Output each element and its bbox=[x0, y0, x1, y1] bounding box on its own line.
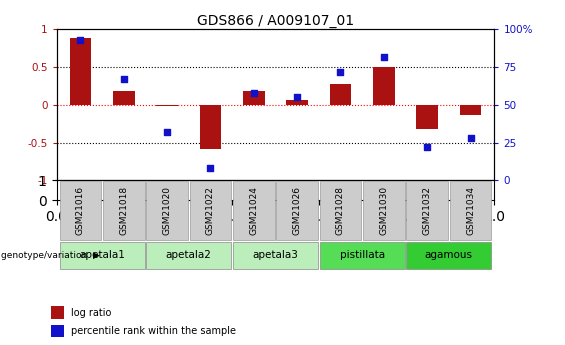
Bar bbox=[276, 181, 318, 240]
Text: apetala2: apetala2 bbox=[166, 250, 212, 260]
Point bbox=[293, 95, 302, 100]
Bar bbox=[69, 38, 91, 105]
Point bbox=[163, 129, 172, 135]
Bar bbox=[146, 242, 231, 269]
Text: GSM21026: GSM21026 bbox=[293, 186, 302, 235]
Text: GSM21022: GSM21022 bbox=[206, 186, 215, 235]
Bar bbox=[233, 181, 275, 240]
Point bbox=[249, 90, 258, 96]
Bar bbox=[243, 91, 264, 105]
Bar bbox=[113, 91, 134, 105]
Bar bbox=[199, 105, 221, 149]
Bar bbox=[460, 105, 481, 115]
Text: pistillata: pistillata bbox=[340, 250, 385, 260]
Bar bbox=[320, 242, 405, 269]
Bar bbox=[416, 105, 438, 129]
Point bbox=[466, 135, 475, 141]
Text: GSM21020: GSM21020 bbox=[163, 186, 172, 235]
Bar bbox=[233, 242, 318, 269]
Bar bbox=[320, 181, 361, 240]
Bar bbox=[373, 67, 395, 105]
Text: GSM21030: GSM21030 bbox=[379, 186, 388, 235]
Point bbox=[379, 54, 388, 59]
Text: GSM21016: GSM21016 bbox=[76, 186, 85, 235]
Text: apetala3: apetala3 bbox=[253, 250, 298, 260]
Point bbox=[76, 37, 85, 43]
Bar bbox=[190, 181, 231, 240]
Bar bbox=[59, 181, 101, 240]
Bar bbox=[363, 181, 405, 240]
Text: GSM21024: GSM21024 bbox=[249, 186, 258, 235]
Text: GSM21032: GSM21032 bbox=[423, 186, 432, 235]
Text: log ratio: log ratio bbox=[71, 308, 111, 317]
Bar bbox=[406, 242, 492, 269]
Point bbox=[119, 77, 128, 82]
Bar bbox=[286, 100, 308, 105]
Text: GSM21018: GSM21018 bbox=[119, 186, 128, 235]
Bar bbox=[146, 181, 188, 240]
Text: percentile rank within the sample: percentile rank within the sample bbox=[71, 326, 236, 336]
Text: apetala1: apetala1 bbox=[79, 250, 125, 260]
Title: GDS866 / A009107_01: GDS866 / A009107_01 bbox=[197, 14, 354, 28]
Text: GSM21034: GSM21034 bbox=[466, 186, 475, 235]
Text: genotype/variation  ▶: genotype/variation ▶ bbox=[1, 251, 99, 260]
Point bbox=[336, 69, 345, 75]
Point bbox=[206, 166, 215, 171]
Bar bbox=[450, 181, 492, 240]
Text: GSM21028: GSM21028 bbox=[336, 186, 345, 235]
Bar bbox=[59, 242, 145, 269]
Text: agamous: agamous bbox=[425, 250, 473, 260]
Bar bbox=[329, 85, 351, 105]
Bar bbox=[406, 181, 448, 240]
Point bbox=[423, 145, 432, 150]
Bar bbox=[103, 181, 145, 240]
Bar bbox=[51, 306, 64, 319]
Bar bbox=[51, 325, 64, 337]
Bar bbox=[156, 105, 178, 106]
